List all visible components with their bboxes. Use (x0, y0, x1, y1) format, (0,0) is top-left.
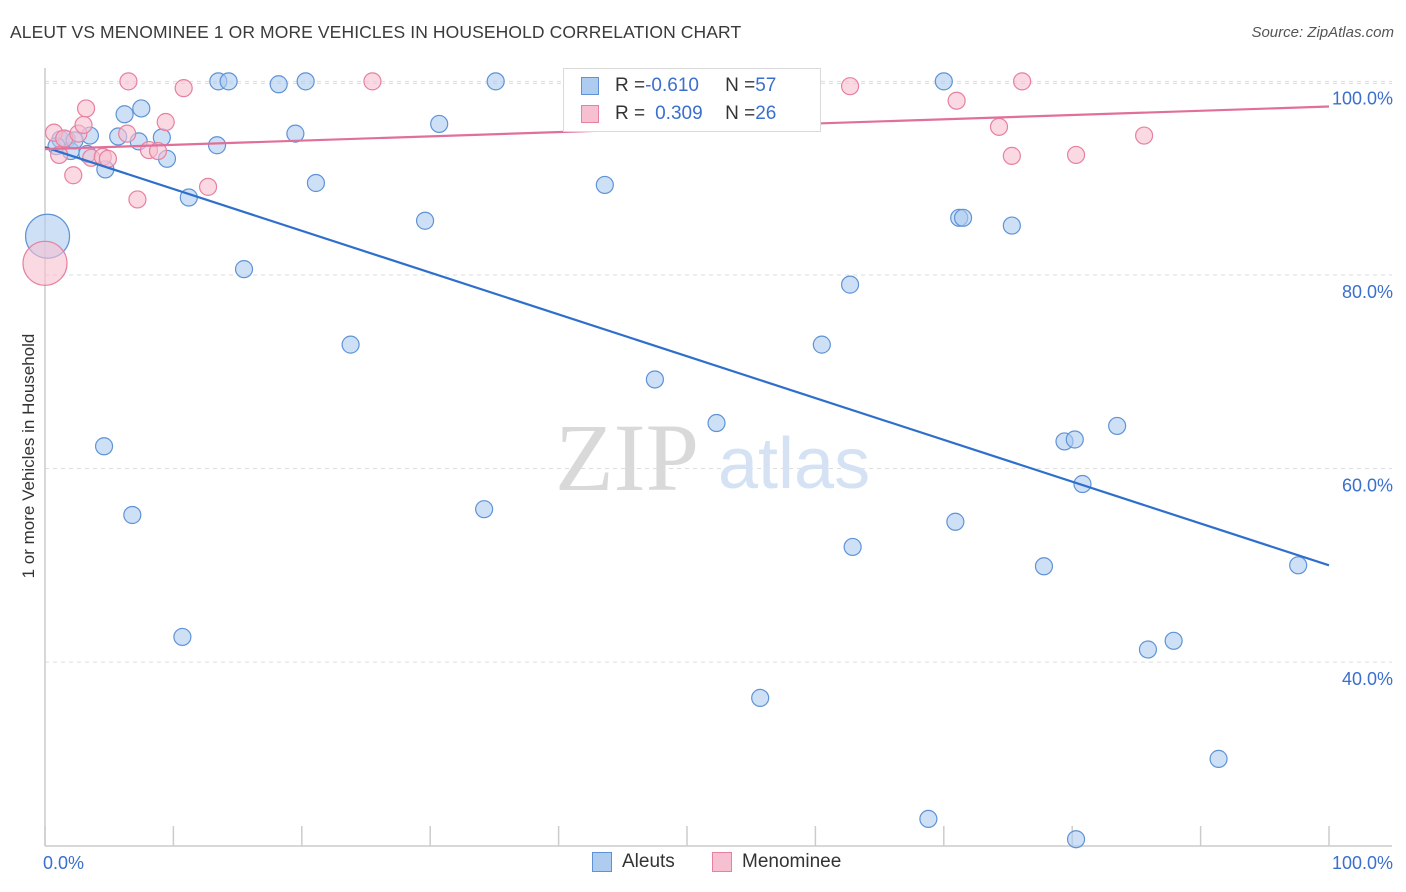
menominee-point (64, 166, 83, 185)
menominee-point (363, 72, 382, 91)
aleut-point (919, 809, 938, 828)
source-label: Source: ZipAtlas.com (1251, 24, 1394, 41)
aleut-point (219, 72, 238, 91)
aleut-point (1066, 830, 1086, 849)
y-tick-label: 40.0% (1342, 669, 1393, 689)
aleut-point (707, 413, 726, 433)
y-tick-label: 80.0% (1342, 282, 1393, 302)
data-points (22, 72, 1308, 849)
series-legend: Aleuts Menominee (0, 851, 1406, 877)
legend-item-aleuts[interactable]: Aleuts (592, 851, 675, 873)
aleut-r-label: R = (615, 75, 646, 96)
menominee-point (119, 72, 138, 91)
aleut-point (123, 505, 142, 525)
menominee-point (1002, 146, 1021, 165)
aleut-point (1065, 430, 1084, 449)
grid-lines (45, 80, 1392, 663)
aleut-point (296, 72, 315, 91)
menominee-point (1135, 126, 1154, 145)
menominee-point (1066, 145, 1086, 165)
aleut-point (1108, 416, 1127, 436)
x-tick-label-min: 0.0% (43, 853, 84, 873)
axes (44, 68, 1392, 847)
aleut-point (843, 537, 862, 557)
aleut-n-value: 57 (755, 75, 777, 96)
menominee-point (947, 91, 966, 110)
aleut-n-label: N = (725, 75, 756, 96)
aleut-point (1138, 640, 1158, 659)
menominee-point (1013, 72, 1032, 91)
aleuts-legend-swatch (592, 852, 612, 872)
aleut-point (415, 211, 435, 230)
aleut-point (645, 370, 665, 389)
aleut-point (430, 114, 449, 134)
menominee-r-value: 0.309 (655, 103, 703, 124)
aleut-point (486, 72, 505, 91)
aleut-point (132, 99, 151, 118)
menominee-r-label: R = (615, 103, 646, 124)
menominee-point (76, 99, 96, 118)
menominee-point (22, 240, 68, 286)
y-tick-label: 100.0% (1332, 88, 1393, 108)
y-tick-label: 60.0% (1342, 476, 1393, 496)
menominee-point (198, 177, 218, 196)
aleut-point (1034, 557, 1054, 576)
x-tick-label-max: 100.0% (1332, 853, 1393, 873)
watermark-atlas: atlas (718, 424, 870, 504)
aleut-point (94, 437, 114, 456)
aleut-point (115, 105, 134, 124)
aleut-point (946, 512, 965, 531)
menominee-point (156, 112, 175, 132)
menominee-point (840, 77, 860, 96)
aleuts-legend-label: Aleuts (622, 851, 675, 872)
aleut-point (840, 275, 860, 294)
aleut-point (341, 335, 360, 354)
menominee-n-label: N = (725, 103, 756, 124)
menominee-legend-label: Menominee (742, 851, 842, 872)
menominee-point (118, 124, 137, 143)
menominee-point (128, 190, 147, 209)
menominee-point (174, 79, 193, 98)
aleut-point (751, 688, 770, 708)
aleut-point (953, 208, 973, 227)
aleut-point (207, 136, 227, 155)
aleut-swatch (581, 77, 599, 95)
tick-labels: 40.0% 60.0% 80.0% 100.0% 0.0% 100.0% (43, 88, 1393, 873)
aleut-point (1002, 216, 1021, 235)
menominee-point (989, 117, 1009, 136)
aleut-point (1164, 631, 1183, 650)
aleut-r-value: -0.610 (645, 75, 699, 96)
aleut-point (173, 627, 192, 647)
aleut-point (1289, 556, 1308, 575)
aleut-point (595, 175, 614, 195)
y-axis-label: 1 or more Vehicles in Household (19, 334, 38, 579)
legend-item-menominee[interactable]: Menominee (712, 851, 841, 873)
chart-title: ALEUT VS MENOMINEE 1 OR MORE VEHICLES IN… (10, 22, 742, 42)
menominee-swatch (581, 105, 599, 123)
menominee-legend-swatch (712, 852, 732, 872)
watermark-zip: ZIP (555, 404, 699, 511)
legend-row-aleut: R = -0.610 N = 57 (564, 72, 776, 100)
aleut-point (286, 124, 305, 143)
aleut-point (934, 72, 953, 91)
aleut-point (475, 500, 494, 519)
menominee-point (74, 115, 93, 135)
menominee-point (148, 141, 168, 161)
stats-legend: R = -0.610 N = 57 R = 0.309 N = 26 (563, 68, 821, 132)
aleut-point (1209, 749, 1228, 768)
aleut-point (812, 335, 831, 354)
aleut-point (306, 173, 326, 193)
menominee-n-value: 26 (755, 103, 777, 124)
aleut-point (234, 260, 254, 279)
legend-row-menominee: R = 0.309 N = 26 (564, 100, 776, 128)
aleut-trend-line (44, 146, 1330, 567)
aleut-point (269, 75, 288, 94)
